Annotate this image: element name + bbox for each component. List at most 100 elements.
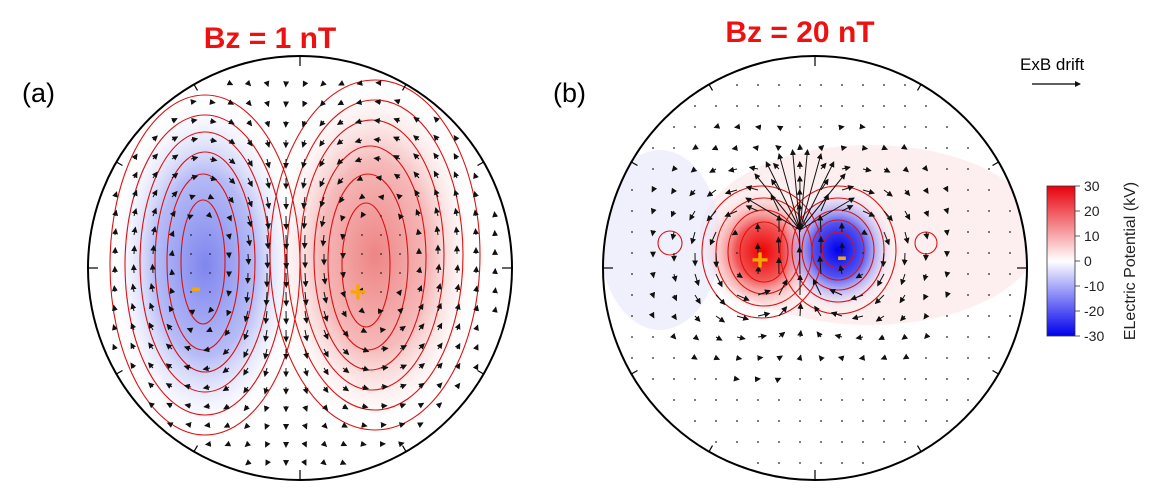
panel-a-vector (227, 196, 234, 204)
panel-a-vector (418, 323, 425, 331)
panel-b-vector (652, 378, 654, 380)
panel-a-vector (130, 302, 137, 312)
panel-b-vector (925, 399, 927, 401)
panel-b-vector (862, 462, 864, 464)
panel-a-vector (380, 234, 382, 236)
panel-a-contour (180, 199, 226, 325)
panel-b-vector (1009, 315, 1011, 317)
panel-b-vector (797, 302, 804, 317)
panel-b-vector (706, 210, 717, 222)
colorbar-ramp (1046, 185, 1076, 337)
panel-b-vector (1009, 294, 1011, 296)
panel-a-vector (302, 367, 309, 377)
panel-a-vector (361, 365, 370, 372)
panel-a-vector (340, 440, 348, 447)
panel-a-vector (399, 402, 407, 409)
panel-b-vector (757, 311, 771, 318)
panel-a-vector (243, 310, 250, 323)
panel-b-vector (757, 105, 759, 107)
panel-b-vector (904, 378, 906, 380)
panel-b-vector (765, 161, 801, 231)
panel-b-vector (967, 273, 969, 275)
panel-b-vector (671, 165, 678, 172)
panel-b-vector (820, 84, 822, 86)
panel-a-vector (151, 171, 158, 179)
panel-b-vector (988, 315, 990, 317)
panel-b-vector (881, 144, 888, 151)
panel-a-vector (433, 170, 440, 179)
panel-b-vector (862, 105, 864, 107)
panel-a-vector (303, 348, 309, 360)
panel-a-vector (226, 290, 233, 297)
panel-b-vector (715, 273, 723, 288)
panel-a-vector (323, 348, 329, 358)
panel-b-vector (671, 294, 678, 302)
panel-b-vector (652, 357, 654, 359)
panel-b-vector (902, 353, 910, 360)
panel-a-vector (301, 158, 307, 169)
panel-b-vector (834, 333, 843, 340)
colorbar-tick-label: -20 (1084, 303, 1104, 319)
panel-b-tick (992, 369, 999, 375)
panel-a-vector (399, 272, 401, 274)
panel-b-vector (988, 336, 990, 338)
panel-a-vector (342, 329, 349, 337)
panel-a-vector (165, 363, 173, 370)
panel-b-vector (799, 399, 801, 401)
panel-b-vector (799, 197, 855, 231)
panel-b-vector (880, 354, 888, 360)
panel-a-vector (131, 245, 138, 255)
panel-b-vector (841, 165, 851, 172)
panel-b-vector (925, 378, 927, 380)
panel-b-vector (967, 252, 969, 254)
panel-a-vector (188, 309, 196, 316)
panel-a-vector (130, 342, 137, 350)
panel-b-vector (903, 231, 910, 244)
panel-a-vector (454, 303, 461, 312)
panel-b-vector (631, 273, 633, 275)
panel-a-vector (356, 80, 363, 86)
panel-a-vector (416, 266, 423, 274)
panel-a-vector (150, 244, 157, 255)
panel-a-vector (418, 382, 425, 389)
panel-b-vector (778, 105, 780, 107)
panel-b-vector (967, 147, 969, 149)
panel-a-vector (341, 403, 349, 410)
panel-b-vector (745, 205, 759, 212)
panel-a-vector (356, 175, 364, 181)
panel-a-vector (453, 226, 460, 236)
panel-a-vector (399, 325, 406, 332)
panel-b-vector (988, 189, 990, 191)
panel-a-vector (209, 156, 218, 163)
title-b: Bz = 20 nT (725, 16, 874, 49)
panel-a-vector (186, 327, 194, 334)
panel-a-vector (165, 383, 173, 389)
panel-b-vector (946, 315, 948, 317)
panel-b-vector (694, 126, 696, 128)
panel-b: + - (602, 55, 1028, 481)
panel-a-vector (322, 386, 329, 394)
panel-b-vector (736, 294, 750, 301)
panel-a-vector (373, 155, 382, 162)
panel-a-vector (319, 215, 326, 228)
panel-a-vector (413, 135, 420, 142)
panel-a-vector (208, 306, 215, 313)
panel-a-vector (263, 348, 269, 360)
panel-a-vector (454, 362, 461, 370)
panel-a-vector (209, 118, 217, 125)
panel-a-vector (395, 289, 402, 297)
panel-b-vector (862, 441, 864, 443)
panel-a-vector (473, 344, 479, 351)
panel-b-vector (757, 289, 771, 296)
colorbar-label: ELectric Potential (kV) (1122, 182, 1139, 340)
panel-b-vector (900, 314, 907, 322)
panel-b-vector (778, 331, 786, 338)
panel-b-vector (736, 315, 750, 321)
panel-a-vector (319, 100, 327, 107)
panel-a-vector (148, 342, 155, 350)
panel-b-vector (829, 289, 843, 296)
panel-b-vector (862, 252, 864, 254)
panel-b-tick (631, 369, 638, 375)
panel-b-vector (715, 399, 717, 401)
panel-a-vector (171, 118, 178, 124)
